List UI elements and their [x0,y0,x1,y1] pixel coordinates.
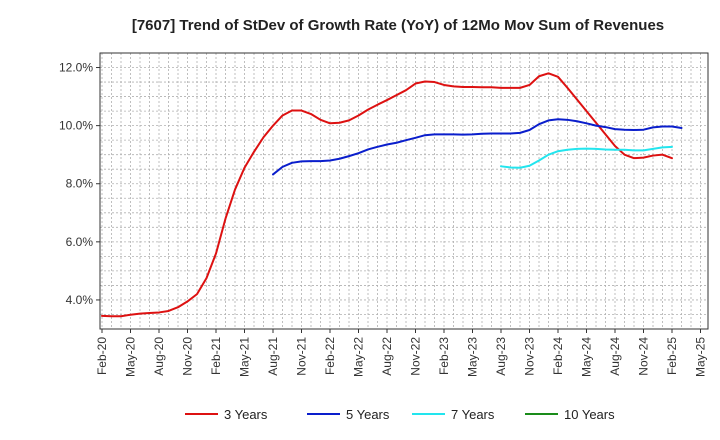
x-tick-label: Feb-24 [551,337,565,375]
chart-title: [7607] Trend of StDev of Growth Rate (Yo… [132,17,664,34]
x-tick-label: May-22 [352,337,366,377]
x-tick-label: Aug-24 [608,337,622,376]
x-tick-label: Nov-21 [295,337,309,376]
x-tick-label: Nov-24 [637,337,651,376]
y-tick-label: 10.0% [59,119,93,133]
plot-frame [99,52,709,330]
x-tick-label: Feb-21 [209,337,223,375]
y-tick-label: 8.0% [66,177,94,191]
legend: 3 Years 5 Years 7 Years 10 Years [185,407,615,422]
y-axis: 4.0% 6.0% 8.0% 10.0% 12.0% [59,61,100,307]
x-tick-label: Aug-20 [152,337,166,376]
series-line-5-years [272,118,683,176]
x-tick-label: Nov-23 [523,337,537,376]
x-tick-label: May-25 [694,337,708,377]
y-tick-label: 4.0% [66,293,94,307]
x-tick-label: May-24 [580,337,594,377]
x-tick-label: Aug-23 [494,337,508,376]
x-tick-label: Nov-20 [181,337,195,376]
series-lines [101,72,683,318]
grid [100,52,708,330]
x-tick-label: Feb-20 [95,337,109,375]
x-tick-label: Aug-21 [266,337,280,376]
x-axis: Feb-20 May-20 Aug-20 Nov-20 Feb-21 May-21 Aug-… [95,329,708,377]
y-tick-label: 6.0% [66,235,94,249]
series-line-7-years [500,145,673,169]
x-tick-label: Feb-25 [665,337,679,375]
x-tick-label: Feb-22 [323,337,337,375]
series-line-3-years [101,72,673,318]
x-tick-label: Aug-22 [380,337,394,376]
x-tick-label: May-21 [238,337,252,377]
legend-label: 10 Years [564,407,615,422]
x-tick-label: May-23 [466,337,480,377]
legend-label: 5 Years [346,407,390,422]
x-tick-label: Nov-22 [409,337,423,376]
x-tick-label: May-20 [124,337,138,377]
x-tick-label: Feb-23 [437,337,451,375]
legend-label: 7 Years [451,407,495,422]
y-tick-label: 12.0% [59,61,93,75]
legend-label: 3 Years [224,407,268,422]
